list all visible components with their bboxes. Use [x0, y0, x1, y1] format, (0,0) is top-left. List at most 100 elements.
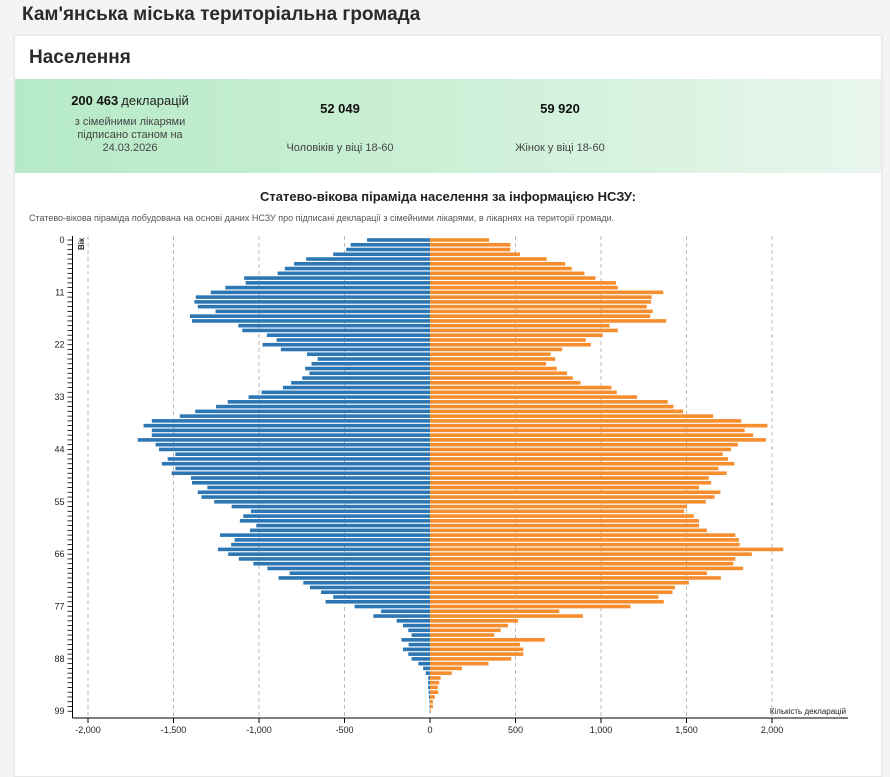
bar-women-age-28 — [430, 371, 567, 375]
bar-women-age-24 — [430, 352, 551, 356]
bar-women-age-83 — [430, 633, 494, 637]
bar-men-age-59 — [240, 519, 430, 523]
bar-women-age-14 — [430, 305, 647, 309]
bar-men-age-60 — [256, 524, 430, 528]
bar-women-age-65 — [430, 548, 783, 552]
bar-men-age-80 — [397, 619, 430, 623]
bar-men-age-82 — [408, 629, 430, 633]
bar-women-age-96 — [430, 695, 435, 699]
y-tick-label: 11 — [55, 287, 64, 297]
bar-men-age-47 — [162, 462, 430, 466]
bar-women-age-56 — [430, 505, 687, 509]
bar-men-age-36 — [195, 410, 430, 414]
bar-women-age-64 — [430, 543, 740, 547]
bar-men-age-33 — [249, 395, 430, 399]
bar-men-age-51 — [192, 481, 430, 485]
bar-women-age-52 — [430, 486, 699, 490]
bar-men-age-71 — [278, 576, 430, 580]
bar-women-age-71 — [430, 576, 721, 580]
bar-women-age-74 — [430, 590, 672, 594]
bar-men-age-40 — [152, 429, 430, 433]
bar-women-age-33 — [430, 395, 637, 399]
x-tick-label: -1,000 — [246, 725, 272, 735]
bar-women-age-90 — [430, 667, 462, 671]
bar-women-age-26 — [430, 362, 546, 366]
bar-men-age-44 — [159, 448, 430, 452]
bar-men-age-58 — [243, 514, 430, 518]
bar-women-age-58 — [430, 514, 694, 518]
bar-men-age-29 — [302, 376, 430, 380]
bar-women-age-44 — [430, 448, 731, 452]
bar-women-age-43 — [430, 443, 738, 447]
bar-women-age-19 — [430, 329, 618, 333]
bar-women-age-75 — [430, 595, 658, 599]
bar-women-age-17 — [430, 319, 666, 323]
bar-women-age-60 — [430, 524, 699, 528]
bar-men-age-69 — [267, 567, 430, 571]
bar-women-age-35 — [430, 405, 673, 409]
x-tick-label: 1,000 — [590, 725, 613, 735]
bar-women-age-59 — [430, 519, 699, 523]
bar-men-age-49 — [172, 471, 430, 475]
bar-women-age-61 — [430, 529, 707, 533]
bar-men-age-24 — [307, 352, 430, 356]
bar-women-age-76 — [430, 600, 664, 604]
bar-men-age-9 — [246, 281, 430, 285]
bar-women-age-50 — [430, 476, 709, 480]
bar-women-age-47 — [430, 462, 734, 466]
bar-men-age-23 — [281, 348, 430, 352]
bar-men-age-42 — [138, 438, 430, 442]
bar-women-age-81 — [430, 624, 508, 628]
bar-men-age-86 — [403, 648, 430, 652]
bar-men-age-18 — [238, 324, 430, 328]
bar-women-age-77 — [430, 605, 630, 609]
bar-men-age-41 — [152, 433, 430, 437]
bar-men-age-19 — [242, 329, 430, 333]
y-tick-label: 22 — [54, 340, 64, 350]
bar-men-age-65 — [218, 548, 430, 552]
bar-men-age-20 — [267, 333, 430, 337]
bar-men-age-0 — [367, 238, 430, 242]
bar-men-age-75 — [333, 595, 430, 599]
bar-men-age-79 — [373, 614, 430, 618]
bar-women-age-13 — [430, 300, 651, 304]
bar-men-age-64 — [231, 543, 430, 547]
bar-men-age-92 — [428, 676, 430, 680]
bar-women-age-39 — [430, 424, 767, 428]
bar-men-age-16 — [190, 314, 430, 318]
bar-men-age-8 — [244, 276, 430, 280]
bar-women-age-40 — [430, 429, 745, 433]
bar-men-age-53 — [198, 490, 430, 494]
bar-men-age-87 — [408, 652, 430, 656]
bar-women-age-54 — [430, 495, 715, 499]
bar-women-age-89 — [430, 662, 488, 666]
bar-men-age-77 — [355, 605, 430, 609]
bar-men-age-74 — [321, 590, 430, 594]
bar-women-age-98 — [430, 705, 433, 709]
bar-women-age-72 — [430, 581, 689, 585]
bar-women-age-16 — [430, 314, 650, 318]
bar-women-age-3 — [430, 252, 520, 256]
bar-men-age-14 — [198, 305, 430, 309]
bar-men-age-30 — [291, 381, 430, 385]
bar-women-age-99 — [430, 709, 431, 713]
bar-women-age-7 — [430, 272, 584, 276]
bar-women-age-32 — [430, 391, 617, 395]
bar-men-age-43 — [156, 443, 430, 447]
bar-men-age-37 — [180, 414, 430, 418]
bar-men-age-98 — [429, 705, 430, 709]
bar-women-age-86 — [430, 648, 523, 652]
x-tick-label: 0 — [427, 725, 432, 735]
bar-women-age-1 — [430, 243, 510, 247]
bar-women-age-82 — [430, 629, 501, 633]
x-axis-label: Кількість декларацій — [770, 707, 846, 716]
bar-women-age-12 — [430, 295, 652, 299]
bar-men-age-91 — [426, 671, 430, 675]
bar-women-age-78 — [430, 609, 559, 613]
bar-women-age-85 — [430, 643, 520, 647]
y-tick-label: 99 — [54, 706, 64, 716]
bar-men-age-13 — [194, 300, 430, 304]
bar-men-age-28 — [309, 371, 430, 375]
bar-men-age-25 — [318, 357, 430, 361]
bar-men-age-96 — [429, 695, 430, 699]
